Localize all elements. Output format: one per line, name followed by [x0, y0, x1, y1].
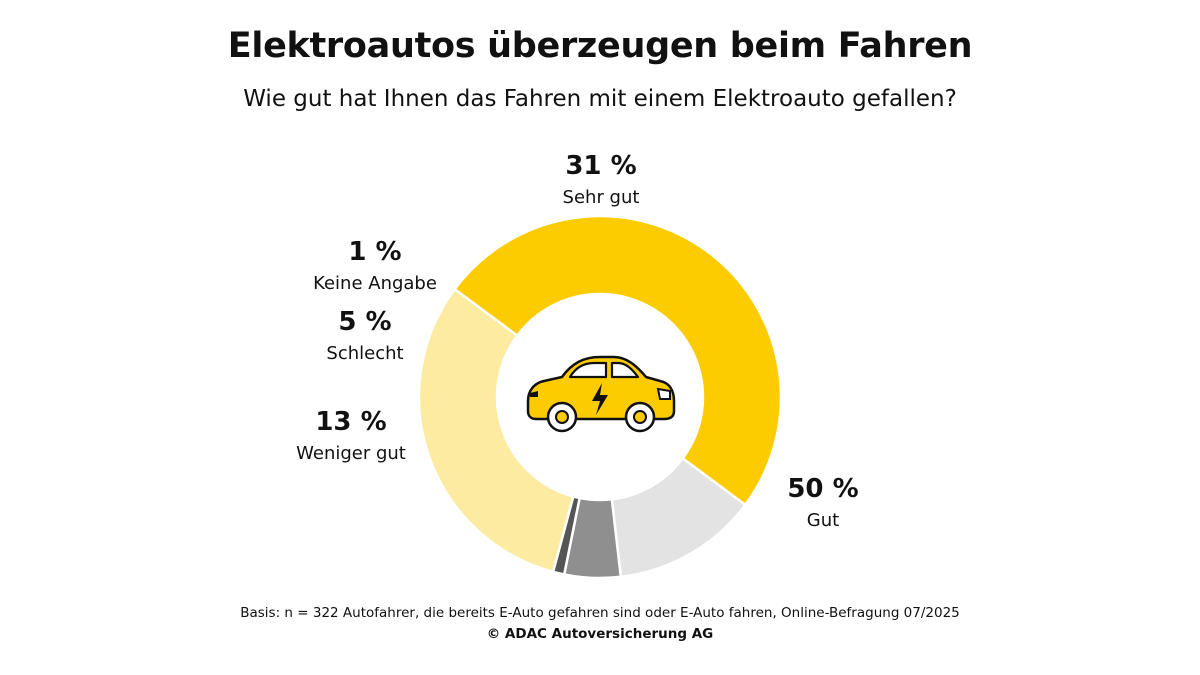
footnote-basis: Basis: n = 322 Autofahrer, die bereits E… [240, 605, 960, 621]
electric-car-icon [526, 355, 676, 433]
chart-title: Elektroautos überzeugen beim Fahren [227, 26, 973, 66]
slice-sehr-gut [417, 287, 575, 574]
slice-gut [452, 214, 783, 507]
slice-value-label: 5 % [338, 307, 391, 337]
slice-category-label: Weniger gut [296, 443, 406, 464]
slice-category-label: Keine Angabe [313, 273, 437, 294]
slice-category-label: Gut [807, 510, 839, 531]
slice-value-label: 13 % [315, 407, 386, 437]
chart-subtitle: Wie gut hat Ihnen das Fahren mit einem E… [243, 86, 957, 112]
slice-value-label: 1 % [348, 237, 401, 267]
copyright-note: © ADAC Autoversicherung AG [486, 626, 714, 642]
slice-category-label: Schlecht [326, 343, 403, 364]
slice-value-label: 31 % [565, 151, 636, 181]
slice-keine-angabe [551, 494, 582, 576]
slice-value-label: 50 % [787, 474, 858, 504]
slice-category-label: Sehr gut [563, 187, 640, 208]
donut-labels: 31 % Sehr gut 50 % Gut 13 % Weniger gut 5 % Sch… [296, 151, 859, 531]
donut-slices [417, 214, 783, 580]
